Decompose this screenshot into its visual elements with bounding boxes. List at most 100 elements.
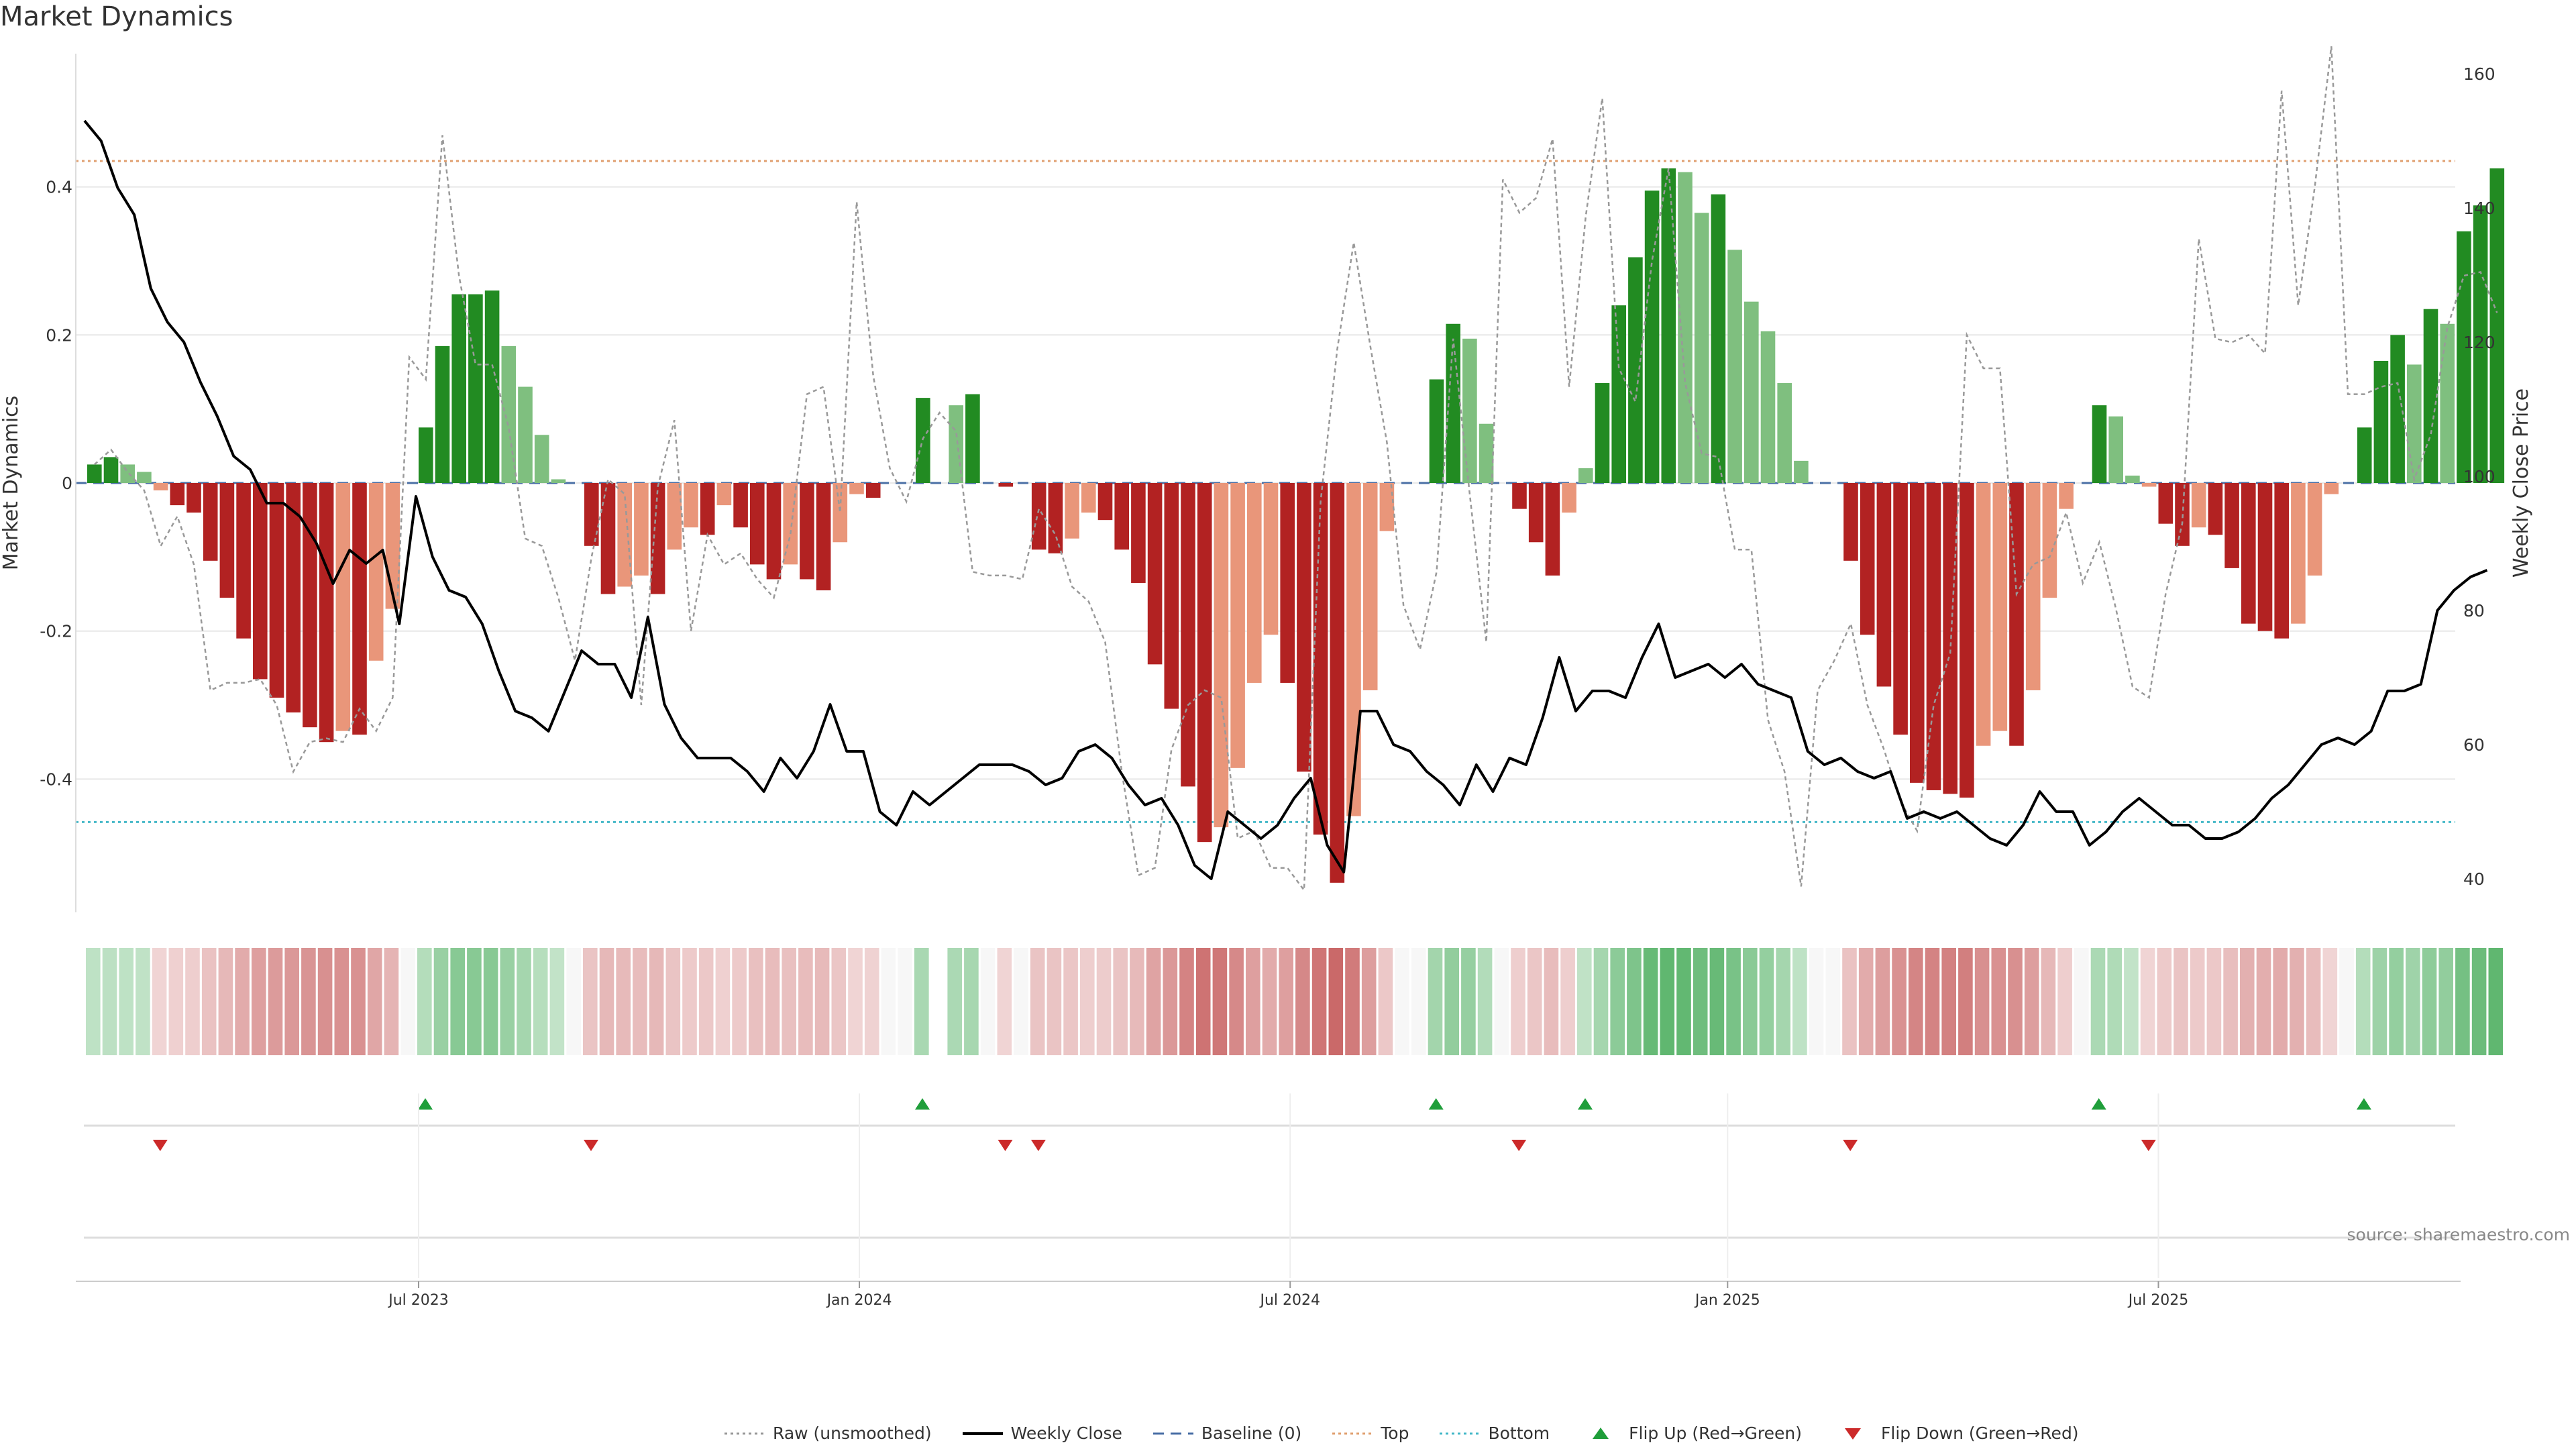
bar: [1595, 383, 1610, 483]
legend-item: Bottom: [1440, 1424, 1550, 1443]
heat-cell: [102, 948, 117, 1055]
heat-cell: [1080, 948, 1095, 1055]
bar: [170, 483, 185, 506]
heat-strip-layer: [86, 948, 2504, 1055]
heat-cell: [1527, 948, 1542, 1055]
heat-cell: [1113, 948, 1128, 1055]
bar: [1893, 483, 1908, 735]
heat-cell: [1311, 948, 1327, 1055]
bar: [1960, 483, 1974, 798]
bar: [103, 457, 119, 483]
bar: [1114, 483, 1129, 550]
heat-cell: [351, 948, 366, 1055]
legend-label: Weekly Close: [1010, 1424, 1122, 1443]
bar: [2489, 168, 2505, 483]
legend-item: Flip Up (Red→Green): [1580, 1424, 1802, 1443]
legend: Raw (unsmoothed) Weekly Close Baseline (0)…: [724, 1424, 2079, 1443]
heat-cell: [400, 948, 415, 1055]
bar: [468, 294, 483, 483]
bar: [501, 345, 517, 483]
dotted-line-icon: [724, 1432, 765, 1434]
heat-cell: [1444, 948, 1459, 1055]
bar: [1578, 468, 1593, 483]
bar: [1628, 257, 1643, 483]
bar: [916, 398, 930, 483]
bar: [1280, 483, 1295, 683]
heat-cell: [1378, 948, 1393, 1055]
heat-cell: [1709, 948, 1725, 1055]
flip-up-marker: [1578, 1098, 1593, 1110]
heat-cell: [1577, 948, 1592, 1055]
heat-cell: [715, 948, 731, 1055]
bar: [2208, 483, 2223, 535]
heat-cell: [1130, 948, 1144, 1055]
bar: [1181, 483, 1195, 787]
bar: [203, 483, 218, 561]
heat-cell: [86, 948, 101, 1055]
heat-cell: [1726, 948, 1741, 1055]
bar: [137, 472, 152, 483]
y2-tick-label: 160: [2463, 64, 2496, 84]
bar: [1711, 194, 1726, 483]
legend-item: Weekly Close: [962, 1424, 1122, 1443]
legend-item: Raw (unsmoothed): [724, 1424, 932, 1443]
axes-layer: 0.4 0.2 0 -0.2 -0.4 160 140 120 100 80 60 40 Market …: [0, 54, 2533, 912]
bar: [2241, 483, 2256, 624]
x-tick-label: Jan 2025: [1694, 1292, 1760, 1309]
raw-line-layer: [93, 46, 2498, 893]
x-tick-label: Jul 2025: [2127, 1292, 2189, 1309]
bar: [2274, 483, 2289, 639]
heat-cell: [268, 948, 283, 1055]
y2-tick-label: 40: [2463, 869, 2485, 889]
heat-cell: [1792, 948, 1807, 1055]
heat-cell: [1643, 948, 1658, 1055]
bar: [2457, 231, 2471, 483]
heat-cell: [185, 948, 200, 1055]
bar: [766, 483, 782, 580]
bar: [584, 483, 599, 546]
bar: [2224, 483, 2239, 568]
y2-axis-title: Weekly Close Price: [2510, 388, 2533, 578]
heat-cell: [1279, 948, 1293, 1055]
bar: [335, 483, 351, 731]
bar: [419, 427, 433, 483]
bars-layer: [87, 168, 2505, 883]
heat-cell: [2438, 948, 2453, 1055]
bar: [1528, 483, 1544, 543]
bar: [1081, 483, 1096, 513]
heat-cell: [566, 948, 581, 1055]
heat-cell: [136, 948, 150, 1055]
heat-cell: [500, 948, 515, 1055]
heat-cell: [284, 948, 299, 1055]
heat-cell: [1030, 948, 1045, 1055]
bar: [716, 483, 732, 506]
heat-cell: [1212, 948, 1228, 1055]
heat-cell: [517, 948, 531, 1055]
heat-cell: [2024, 948, 2039, 1055]
bar: [1926, 483, 1941, 790]
bar: [303, 483, 317, 728]
heat-cell: [2488, 948, 2504, 1055]
bar: [534, 435, 549, 483]
bar: [2423, 309, 2438, 483]
bar: [650, 483, 665, 594]
bar: [2473, 205, 2488, 483]
bar: [2407, 364, 2422, 483]
bar: [269, 483, 284, 698]
bar: [634, 483, 649, 576]
heat-cell: [1925, 948, 1940, 1055]
bar: [617, 483, 632, 587]
bar: [2141, 483, 2157, 487]
y2-tick-label: 120: [2463, 333, 2496, 352]
x-tick-label: Jul 2023: [387, 1292, 449, 1309]
bar: [2324, 483, 2339, 494]
heat-cell: [2273, 948, 2288, 1055]
flip-down-marker: [1030, 1140, 1046, 1151]
bar: [2092, 405, 2107, 483]
legend-item: Flip Down (Green→Red): [1833, 1424, 2079, 1443]
heat-cell: [2190, 948, 2205, 1055]
heat-cell: [1544, 948, 1559, 1055]
bar: [451, 294, 466, 483]
bar: [1313, 483, 1328, 835]
heat-cell: [1246, 948, 1260, 1055]
